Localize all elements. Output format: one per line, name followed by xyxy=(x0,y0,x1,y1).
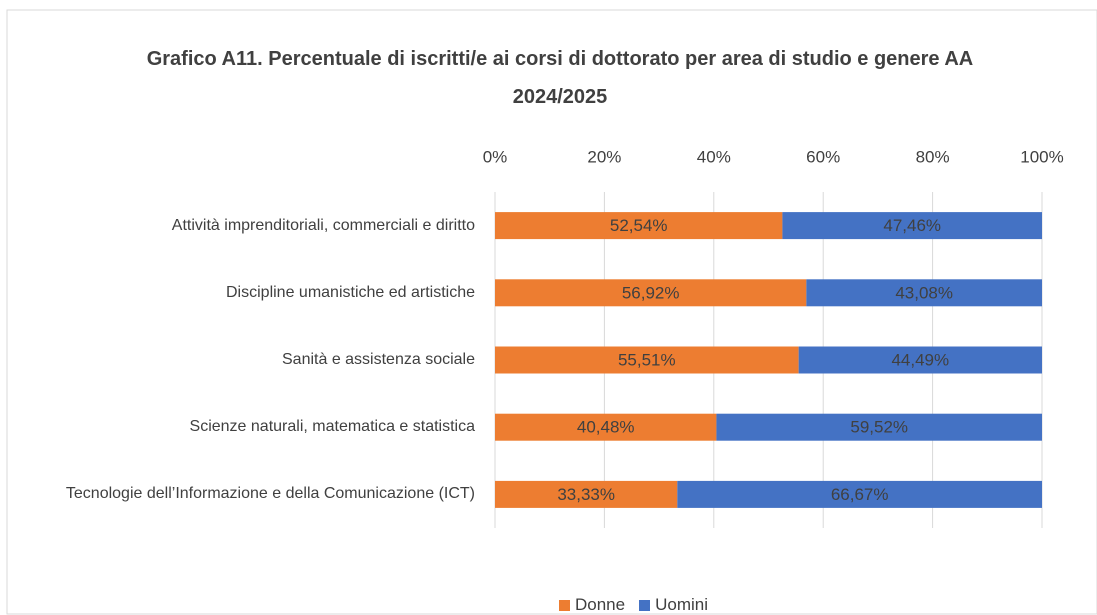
y-tick-label: Attività imprenditoriali, commerciali e … xyxy=(171,216,475,234)
data-label: 33,33% xyxy=(557,485,615,504)
bar-segment xyxy=(716,413,1042,441)
bar-segment xyxy=(495,212,783,240)
y-tick-label: Tecnologie dell’Informazione e della Com… xyxy=(65,485,475,503)
chart-border xyxy=(6,9,1097,615)
x-tick-label: 100% xyxy=(1020,147,1063,166)
legend-label: Donne xyxy=(574,595,626,614)
data-label: 59,52% xyxy=(850,418,908,437)
data-label: 43,08% xyxy=(895,283,953,302)
legend: Donne Uomini xyxy=(0,595,1097,615)
legend-swatch xyxy=(639,599,651,611)
y-tick-label: Scienze naturali, matematica e statistic… xyxy=(189,418,475,436)
chart-title: Grafico A11. Percentuale di iscritti/e a… xyxy=(146,48,974,108)
bar-segment xyxy=(798,346,1042,374)
x-tick-label: 0% xyxy=(483,147,508,166)
data-label: 55,51% xyxy=(618,350,676,369)
bar-segment xyxy=(495,413,717,441)
bar-segment xyxy=(495,480,678,508)
data-label: 40,48% xyxy=(577,418,635,437)
x-tick-label: 60% xyxy=(806,147,840,166)
y-tick-label: Discipline umanistiche ed artistiche xyxy=(226,283,475,301)
data-label: 52,54% xyxy=(610,216,668,235)
bar-segment xyxy=(495,279,807,307)
data-label: 47,46% xyxy=(883,216,941,235)
legend-item: Uomini xyxy=(639,595,708,615)
bar-segment xyxy=(806,279,1042,307)
bar-segment xyxy=(782,212,1042,240)
legend-item: Donne xyxy=(558,595,626,615)
bar-segment xyxy=(677,480,1042,508)
y-tick-label: Sanità e assistenza sociale xyxy=(282,351,475,368)
data-label: 44,49% xyxy=(891,350,949,369)
legend-swatch xyxy=(558,599,570,611)
bar-segment xyxy=(495,346,799,374)
x-tick-label: 80% xyxy=(916,147,950,166)
x-tick-label: 20% xyxy=(587,147,621,166)
data-label: 66,67% xyxy=(831,485,889,504)
x-tick-label: 40% xyxy=(697,147,731,166)
data-label: 56,92% xyxy=(622,283,680,302)
legend-label: Uomini xyxy=(655,595,708,614)
